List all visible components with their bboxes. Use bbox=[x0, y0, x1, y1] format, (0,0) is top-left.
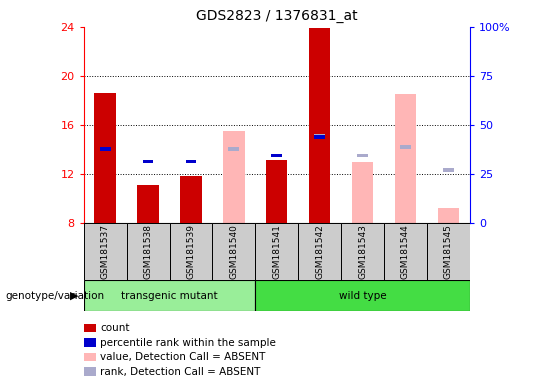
Text: ▶: ▶ bbox=[70, 291, 79, 301]
Bar bbox=[180, 176, 201, 223]
Bar bbox=[384, 223, 427, 280]
Bar bbox=[443, 168, 454, 172]
Text: GSM181544: GSM181544 bbox=[401, 224, 410, 279]
Bar bbox=[84, 280, 255, 311]
Text: GSM181545: GSM181545 bbox=[444, 224, 453, 279]
Text: genotype/variation: genotype/variation bbox=[5, 291, 105, 301]
Text: GSM181543: GSM181543 bbox=[358, 224, 367, 279]
Bar bbox=[272, 154, 282, 157]
Text: rank, Detection Call = ABSENT: rank, Detection Call = ABSENT bbox=[100, 367, 260, 377]
Text: GSM181539: GSM181539 bbox=[186, 224, 195, 280]
Bar bbox=[212, 223, 255, 280]
Text: GSM181538: GSM181538 bbox=[144, 224, 153, 280]
Bar bbox=[395, 94, 416, 223]
Bar bbox=[170, 223, 212, 280]
Text: GSM181540: GSM181540 bbox=[230, 224, 238, 279]
Bar bbox=[255, 280, 470, 311]
Text: GSM181542: GSM181542 bbox=[315, 224, 324, 279]
Text: wild type: wild type bbox=[339, 291, 386, 301]
Text: GSM181541: GSM181541 bbox=[272, 224, 281, 279]
Bar bbox=[228, 147, 239, 151]
Bar bbox=[126, 223, 170, 280]
Bar bbox=[298, 223, 341, 280]
Text: GSM181537: GSM181537 bbox=[100, 224, 110, 280]
Bar bbox=[309, 28, 330, 223]
Bar bbox=[437, 208, 459, 223]
Bar bbox=[352, 162, 373, 223]
Bar bbox=[255, 223, 298, 280]
Bar bbox=[100, 147, 111, 151]
Bar bbox=[400, 145, 411, 149]
Bar bbox=[357, 154, 368, 157]
Bar bbox=[94, 93, 116, 223]
Bar bbox=[223, 131, 245, 223]
Bar bbox=[143, 160, 153, 163]
Bar bbox=[314, 135, 325, 139]
Bar bbox=[314, 134, 325, 137]
Title: GDS2823 / 1376831_at: GDS2823 / 1376831_at bbox=[196, 9, 357, 23]
Bar bbox=[186, 160, 197, 163]
Bar bbox=[266, 160, 287, 223]
Bar bbox=[341, 223, 384, 280]
Text: value, Detection Call = ABSENT: value, Detection Call = ABSENT bbox=[100, 352, 265, 362]
Bar bbox=[84, 223, 126, 280]
Bar bbox=[427, 223, 470, 280]
Text: count: count bbox=[100, 323, 130, 333]
Text: transgenic mutant: transgenic mutant bbox=[121, 291, 218, 301]
Bar bbox=[137, 185, 159, 223]
Text: percentile rank within the sample: percentile rank within the sample bbox=[100, 338, 276, 348]
